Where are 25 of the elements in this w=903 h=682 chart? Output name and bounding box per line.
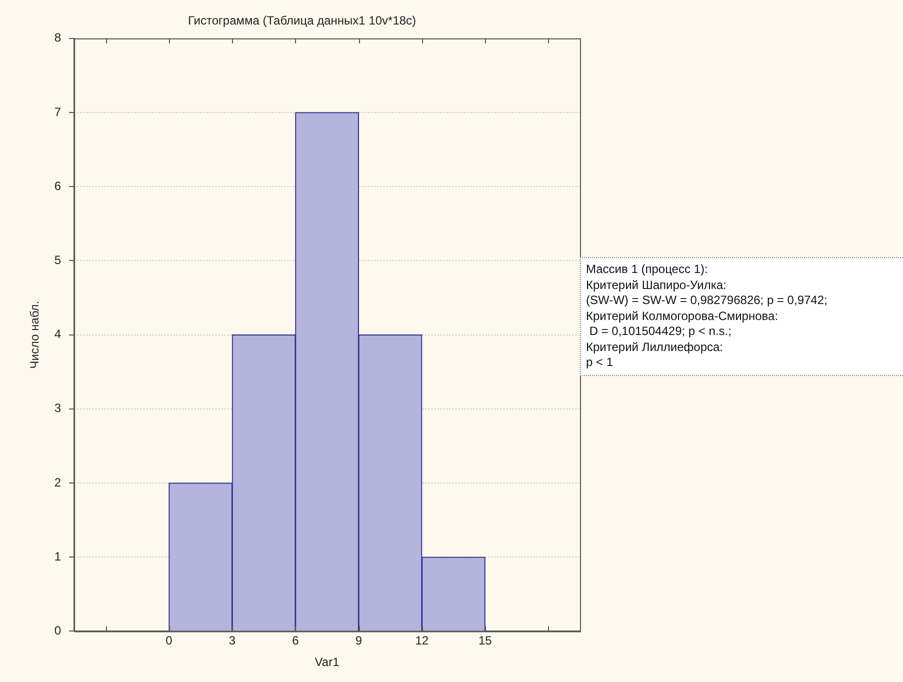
- y-tick-label: 6: [54, 178, 62, 193]
- x-tick-label: 15: [478, 634, 492, 648]
- text: (SW-W) = SW-W = 0,982796826; p = 0,9742;: [586, 293, 828, 308]
- x-tick-label: 9: [355, 634, 362, 648]
- x-tick-label: 3: [228, 634, 236, 648]
- y-tick-label: 0: [54, 624, 62, 638]
- y-tick-label: 5: [54, 253, 62, 268]
- y-tick-label: 7: [54, 104, 62, 119]
- x-axis-title: Var1: [314, 655, 340, 670]
- y-tick-label: 3: [54, 401, 62, 416]
- x-tick-label: 0: [166, 634, 173, 648]
- y-tick-label: 1: [54, 549, 62, 564]
- text: Критерий Лиллиефорса:: [586, 340, 724, 355]
- chart-title: Гистограмма (Таблица данных1 10v*18c): [188, 14, 416, 28]
- text: Критерий Колмогорова-Смирнова:: [586, 308, 780, 324]
- y-tick-label: 8: [54, 30, 62, 45]
- text: Массив 1 (процесс 1):: [586, 262, 709, 278]
- x-tick-label: 6: [292, 634, 300, 648]
- y-tick-label: 2: [54, 475, 62, 490]
- text: Критерий Шапиро-Уилка:: [586, 278, 728, 293]
- x-tick-label: 12: [415, 634, 429, 648]
- text: p < 1: [586, 355, 614, 370]
- y-axis-title: Число набл.: [28, 300, 42, 369]
- text: D = 0,101504429; p < n.s.;: [588, 324, 732, 340]
- y-tick-label: 4: [54, 327, 62, 342]
